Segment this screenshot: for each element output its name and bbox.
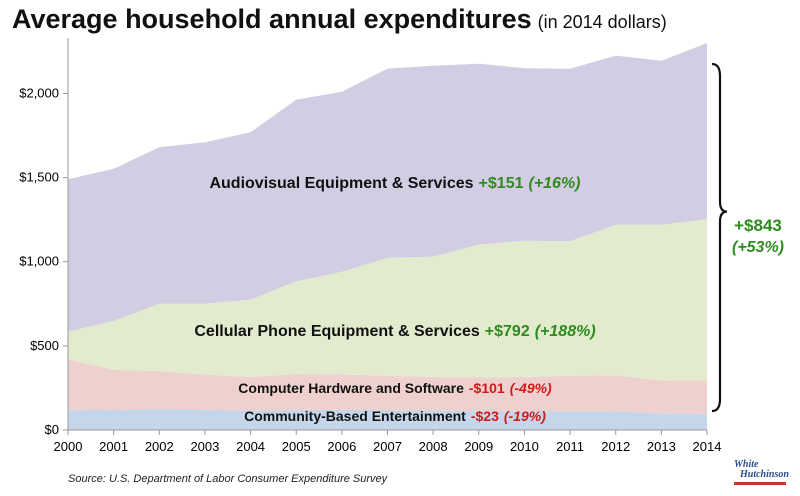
series-label-cellular: Cellular Phone Equipment & Services +$792… — [194, 323, 595, 340]
series-label-audiovisual: Audiovisual Equipment & Services +$151 (+1… — [209, 175, 580, 192]
series-change-cellular: +$792 — [485, 323, 530, 340]
chart-title-block: Average household annual expenditures (in… — [12, 4, 667, 35]
area-hardware — [68, 359, 707, 414]
x-tick-label: 2004 — [236, 439, 265, 454]
series-name-hardware: Computer Hardware and Software — [238, 380, 464, 396]
chart-subtitle: (in 2014 dollars) — [537, 12, 667, 32]
y-tick-label: $0 — [45, 422, 59, 437]
area-community — [68, 409, 707, 430]
series-name-audiovisual: Audiovisual Equipment & Services — [209, 175, 473, 192]
series-pct-hardware: (-49%) — [510, 380, 552, 396]
x-tick-label: 2003 — [190, 439, 219, 454]
x-tick-label: 2013 — [647, 439, 676, 454]
company-logo: White Hutchinson — [734, 460, 790, 490]
x-tick-label: 2011 — [556, 439, 584, 454]
x-tick-label: 2012 — [601, 439, 630, 454]
x-tick-label: 2000 — [54, 439, 83, 454]
series-change-community: -$23 — [471, 408, 499, 424]
series-name-cellular: Cellular Phone Equipment & Services — [194, 323, 480, 340]
total-change-label: +$843 — [734, 216, 782, 235]
total-brace — [711, 62, 728, 413]
x-tick-label: 2005 — [282, 439, 311, 454]
x-tick-label: 2010 — [510, 439, 539, 454]
y-tick-label: $1,500 — [19, 170, 59, 185]
series-pct-community: (-19%) — [504, 408, 546, 424]
x-tick-label: 2009 — [464, 439, 493, 454]
x-tick-label: 2008 — [419, 439, 448, 454]
series-label-community: Community-Based Entertainment -$23 (-19%) — [244, 408, 546, 424]
area-cellular — [68, 219, 707, 381]
y-tick-label: $2,000 — [19, 85, 59, 100]
series-name-community: Community-Based Entertainment — [244, 408, 466, 424]
logo-line-1: White — [734, 459, 759, 470]
chart-title: Average household annual expenditures — [12, 4, 532, 34]
x-tick-label: 2002 — [145, 439, 174, 454]
y-tick-label: $1,000 — [19, 254, 59, 269]
logo-underline — [734, 482, 786, 485]
area-audiovisual — [68, 43, 707, 332]
total-pct-label: (+53%) — [732, 239, 784, 256]
y-tick-label: $500 — [30, 338, 59, 353]
series-change-hardware: -$101 — [469, 380, 505, 396]
series-pct-audiovisual: (+16%) — [528, 175, 580, 192]
source-note: Source: U.S. Department of Labor Consume… — [68, 473, 388, 485]
x-tick-label: 2006 — [327, 439, 356, 454]
logo-line-2: Hutchinson — [740, 469, 789, 480]
series-pct-cellular: (+188%) — [535, 323, 596, 340]
x-tick-label: 2014 — [693, 439, 722, 454]
series-change-audiovisual: +$151 — [479, 175, 524, 192]
series-label-hardware: Computer Hardware and Software -$101 (-49%… — [238, 380, 552, 396]
x-tick-label: 2001 — [99, 439, 128, 454]
x-tick-label: 2007 — [373, 439, 402, 454]
